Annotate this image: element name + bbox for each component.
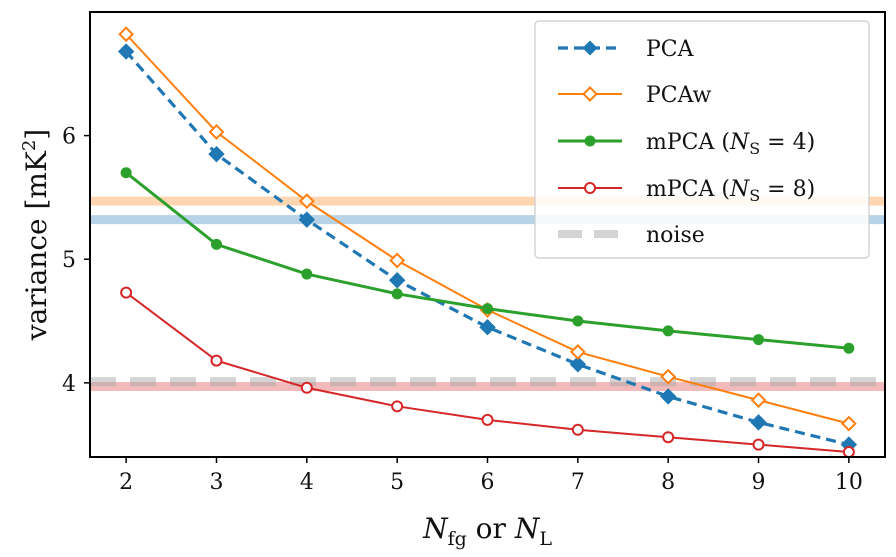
point-pca-x8 bbox=[659, 388, 677, 405]
legend-label-mpca-ns4-sub: S bbox=[749, 139, 760, 158]
point-pcaw-x3 bbox=[208, 123, 225, 140]
legend-label-mpca-ns4-pre: mPCA ( bbox=[646, 130, 730, 155]
point-mpca-n-s-4-x4 bbox=[301, 268, 313, 280]
point-mpca-n-s-8-x6 bbox=[481, 413, 494, 426]
y-axis-label-sup: 2 bbox=[19, 140, 40, 151]
x-axis-label-var: N bbox=[422, 512, 449, 545]
x-tick-label-9: 9 bbox=[752, 470, 766, 495]
point-mpca-n-s-8-x8 bbox=[662, 431, 675, 444]
legend-marker-mpca-ns8 bbox=[584, 182, 596, 194]
point-mpca-n-s-8-x5 bbox=[391, 400, 404, 413]
legend-marker-mpca-ns4 bbox=[584, 135, 596, 147]
point-mpca-n-s-8-x9 bbox=[752, 438, 765, 451]
legend-entry-mpca-ns8: mPCA (NS = 8) bbox=[558, 177, 815, 205]
x-axis-label: Nfg or NL bbox=[422, 512, 552, 550]
legend-label-mpca-ns8: mPCA (NS = 8) bbox=[646, 177, 815, 205]
legend-label-mpca-ns4: mPCA (NS = 4) bbox=[646, 130, 815, 158]
point-mpca-n-s-4-x10 bbox=[843, 342, 855, 354]
point-pca-x9 bbox=[750, 414, 767, 431]
legend-marker-pcaw bbox=[582, 86, 598, 102]
legend-label-pcaw: PCAw bbox=[646, 83, 712, 108]
legend-label-mpca-ns4-var: N bbox=[729, 130, 750, 155]
point-mpca-n-s-4-x7 bbox=[572, 315, 584, 327]
point-mpca-n-s-4-x6 bbox=[482, 303, 493, 315]
legend-label-pca: PCA bbox=[646, 37, 695, 62]
legend-label-mpca-ns8-post: = 8) bbox=[760, 177, 815, 202]
x-axis-label-or: or bbox=[467, 512, 515, 545]
x-tick-label-8: 8 bbox=[661, 470, 675, 495]
point-pcaw-x2 bbox=[118, 26, 135, 43]
point-pcaw-x10 bbox=[840, 415, 857, 432]
x-tick-label-10: 10 bbox=[835, 470, 863, 495]
point-pcaw-x8 bbox=[660, 368, 677, 385]
point-pcaw-x5 bbox=[389, 252, 406, 269]
point-pca-x2 bbox=[117, 43, 135, 60]
point-pca-x5 bbox=[388, 272, 406, 289]
x-tick-label-3: 3 bbox=[209, 470, 223, 495]
legend-label-mpca-ns8-sub: S bbox=[749, 186, 760, 205]
point-mpca-n-s-8-x7 bbox=[571, 423, 584, 436]
y-tick-label-6: 6 bbox=[62, 125, 76, 150]
y-tick-label-5: 5 bbox=[62, 248, 76, 273]
legend-entry-noise: noise bbox=[558, 223, 705, 248]
x-tick-label-2: 2 bbox=[119, 470, 133, 495]
legend-entry-mpca-ns4: mPCA (NS = 4) bbox=[558, 130, 815, 158]
point-pca-x4 bbox=[298, 211, 316, 228]
point-pca-x6 bbox=[479, 319, 496, 336]
x-axis-label-sub-fg: fg bbox=[448, 528, 467, 550]
x-tick-label-5: 5 bbox=[390, 470, 404, 495]
point-pcaw-x7 bbox=[569, 344, 586, 360]
legend-label-noise: noise bbox=[646, 223, 705, 248]
y-axis-label: variance [mK2] bbox=[19, 129, 53, 342]
series-layer bbox=[117, 26, 858, 459]
point-mpca-n-s-4-x8 bbox=[662, 325, 674, 337]
x-tick-label-4: 4 bbox=[300, 470, 314, 495]
legend-entry-pcaw: PCAw bbox=[558, 83, 712, 108]
point-mpca-n-s-4-x3 bbox=[210, 238, 222, 250]
axis-ticks: 2 3 4 5 6 7 8 9 10 4 5 6 bbox=[62, 125, 863, 495]
point-mpca-n-s-8-x10 bbox=[842, 446, 855, 459]
point-pcaw-x9 bbox=[750, 392, 767, 409]
legend: PCA PCAw mPCA (NS = 4) mPCA (NS = 8) noi… bbox=[534, 20, 870, 259]
point-mpca-n-s-8-x4 bbox=[300, 381, 313, 394]
x-tick-label-6: 6 bbox=[481, 470, 495, 495]
legend-label-mpca-ns8-pre: mPCA ( bbox=[646, 177, 730, 202]
legend-box bbox=[534, 20, 870, 259]
point-mpca-n-s-4-x9 bbox=[753, 334, 765, 346]
point-mpca-n-s-4-x5 bbox=[391, 288, 403, 300]
x-axis-label-var-2: N bbox=[514, 512, 541, 545]
point-mpca-n-s-4-x2 bbox=[120, 167, 132, 179]
legend-entry-pca: PCA bbox=[558, 37, 695, 62]
legend-label-mpca-ns4-post: = 4) bbox=[760, 130, 815, 155]
point-pca-x7 bbox=[569, 356, 587, 373]
point-pcaw-x4 bbox=[298, 193, 315, 210]
point-mpca-n-s-8-x3 bbox=[210, 354, 223, 367]
y-axis-label-close: ] bbox=[20, 129, 53, 140]
x-tick-label-7: 7 bbox=[571, 470, 585, 495]
y-tick-label-4: 4 bbox=[62, 372, 76, 397]
x-axis-label-sub-l: L bbox=[539, 528, 552, 550]
point-pca-x3 bbox=[208, 145, 225, 163]
y-axis-label-text: variance [mK bbox=[20, 150, 53, 341]
point-mpca-n-s-8-x2 bbox=[120, 286, 133, 299]
legend-marker-pca bbox=[582, 40, 598, 56]
legend-label-mpca-ns8-var: N bbox=[729, 177, 750, 202]
